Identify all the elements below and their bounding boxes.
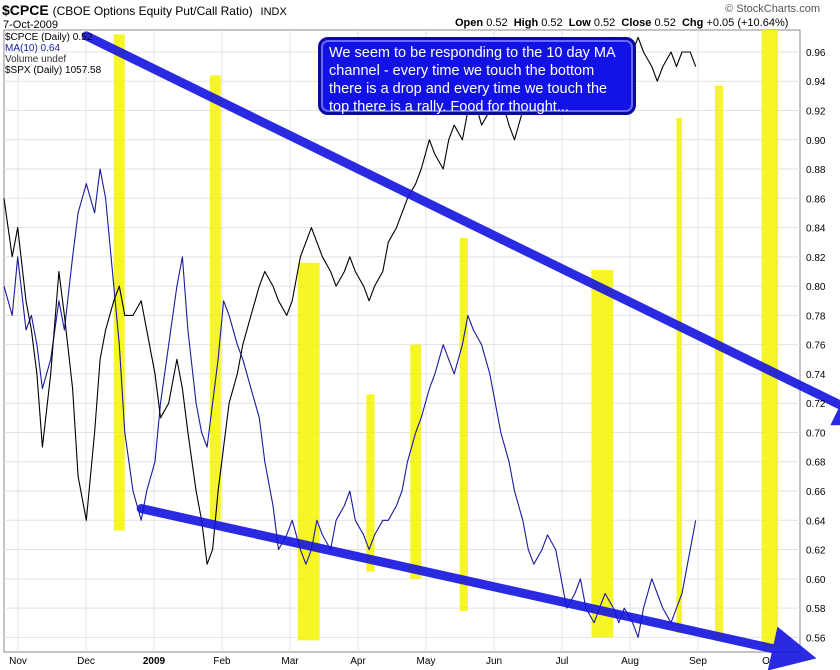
legend-spx: $SPX (Daily) 1057.58 xyxy=(5,65,102,76)
y-tick-label: 0.94 xyxy=(806,77,826,88)
x-tick-label: Nov xyxy=(9,656,27,667)
trend-arrow xyxy=(136,504,817,670)
x-tick-label: Jul xyxy=(556,656,569,667)
x-tick-label: O xyxy=(762,656,770,667)
highlight-band xyxy=(714,85,724,641)
x-axis-ticks: Nov Dec 2009 Feb Mar Apr May Jun Jul Aug Sep O xyxy=(9,656,770,667)
exchange-label: INDX xyxy=(260,6,287,18)
y-tick-label: 0.70 xyxy=(806,428,826,439)
y-tick-label: 0.78 xyxy=(806,311,826,322)
y-tick-label: 0.72 xyxy=(806,399,826,410)
highlight-band xyxy=(676,117,682,633)
y-tick-label: 0.84 xyxy=(806,224,826,235)
x-tick-label: Aug xyxy=(621,656,639,667)
ohlc-readout: Open 0.52 High 0.52 Low 0.52 Close 0.52 … xyxy=(455,17,788,29)
y-tick-label: 0.76 xyxy=(806,341,826,352)
trend-arrow xyxy=(81,31,840,426)
trend-arrows xyxy=(81,31,840,670)
symbol-label: $CPCE xyxy=(2,2,49,18)
highlight-band xyxy=(459,237,468,612)
y-tick-label: 0.74 xyxy=(806,370,826,381)
legend-cpce: $CPCE (Daily) 0.52 xyxy=(5,32,93,43)
y-tick-label: 0.68 xyxy=(806,458,826,469)
high-value: 0.52 xyxy=(541,17,563,29)
y-tick-label: 0.90 xyxy=(806,136,826,147)
symbol-description: (CBOE Options Equity Put/Call Ratio) xyxy=(52,4,253,18)
y-tick-label: 0.62 xyxy=(806,546,826,557)
ma10-line xyxy=(3,168,697,638)
chg-value: +0.05 (+10.64%) xyxy=(706,17,789,29)
y-tick-label: 0.92 xyxy=(806,106,826,117)
y-tick-label: 0.66 xyxy=(806,487,826,498)
plot-frame xyxy=(3,29,801,653)
y-tick-label: 0.82 xyxy=(806,253,826,264)
close-value: 0.52 xyxy=(654,17,676,29)
highlight-band xyxy=(209,75,221,521)
low-value: 0.52 xyxy=(593,17,616,29)
y-tick-label: 0.56 xyxy=(806,633,826,644)
x-tick-label: Dec xyxy=(77,656,95,667)
y-tick-label: 0.60 xyxy=(806,575,826,586)
chg-label: Chg xyxy=(681,17,704,29)
high-label: High xyxy=(513,17,539,29)
annotation-callout: We seem to be responding to the 10 day M… xyxy=(318,37,636,115)
y-tick-label: 0.88 xyxy=(806,165,826,176)
low-label: Low xyxy=(568,17,591,29)
highlight-band xyxy=(591,270,614,638)
highlight-band xyxy=(297,262,320,641)
x-tick-label: Mar xyxy=(281,656,299,667)
x-tick-label: Jun xyxy=(486,656,502,667)
highlight-band xyxy=(410,344,422,579)
chart-date: 7-Oct-2009 xyxy=(3,19,59,31)
y-tick-label: 0.64 xyxy=(806,516,826,527)
chart-legend: $CPCE (Daily) 0.52 MA(10) 0.64 Volume un… xyxy=(5,32,101,76)
close-label: Close xyxy=(621,17,652,29)
open-label: Open xyxy=(455,17,484,29)
chart-symbol-header: $CPCE (CBOE Options Equity Put/Call Rati… xyxy=(2,2,287,18)
open-value: 0.52 xyxy=(486,17,508,29)
grid-lines xyxy=(4,30,800,652)
y-tick-label: 0.80 xyxy=(806,282,826,293)
x-tick-label: 2009 xyxy=(143,656,166,667)
y-tick-label: 0.86 xyxy=(806,194,826,205)
x-tick-label: Feb xyxy=(213,656,231,667)
highlight-band xyxy=(113,34,125,531)
x-tick-label: Apr xyxy=(350,656,366,667)
y-axis-ticks: 0.56 0.58 0.60 0.62 0.64 0.66 0.68 0.70 0.72 0.74… xyxy=(806,48,826,644)
highlight-band xyxy=(761,30,779,648)
x-tick-label: Sep xyxy=(689,656,707,667)
y-tick-label: 0.58 xyxy=(806,604,826,615)
brand-watermark: © StockCharts.com xyxy=(725,3,820,15)
y-tick-label: 0.96 xyxy=(806,48,826,59)
legend-volume: Volume undef xyxy=(5,54,67,65)
highlight-band xyxy=(366,394,375,572)
legend-ma: MA(10) 0.64 xyxy=(5,43,61,54)
x-tick-label: May xyxy=(417,656,436,667)
